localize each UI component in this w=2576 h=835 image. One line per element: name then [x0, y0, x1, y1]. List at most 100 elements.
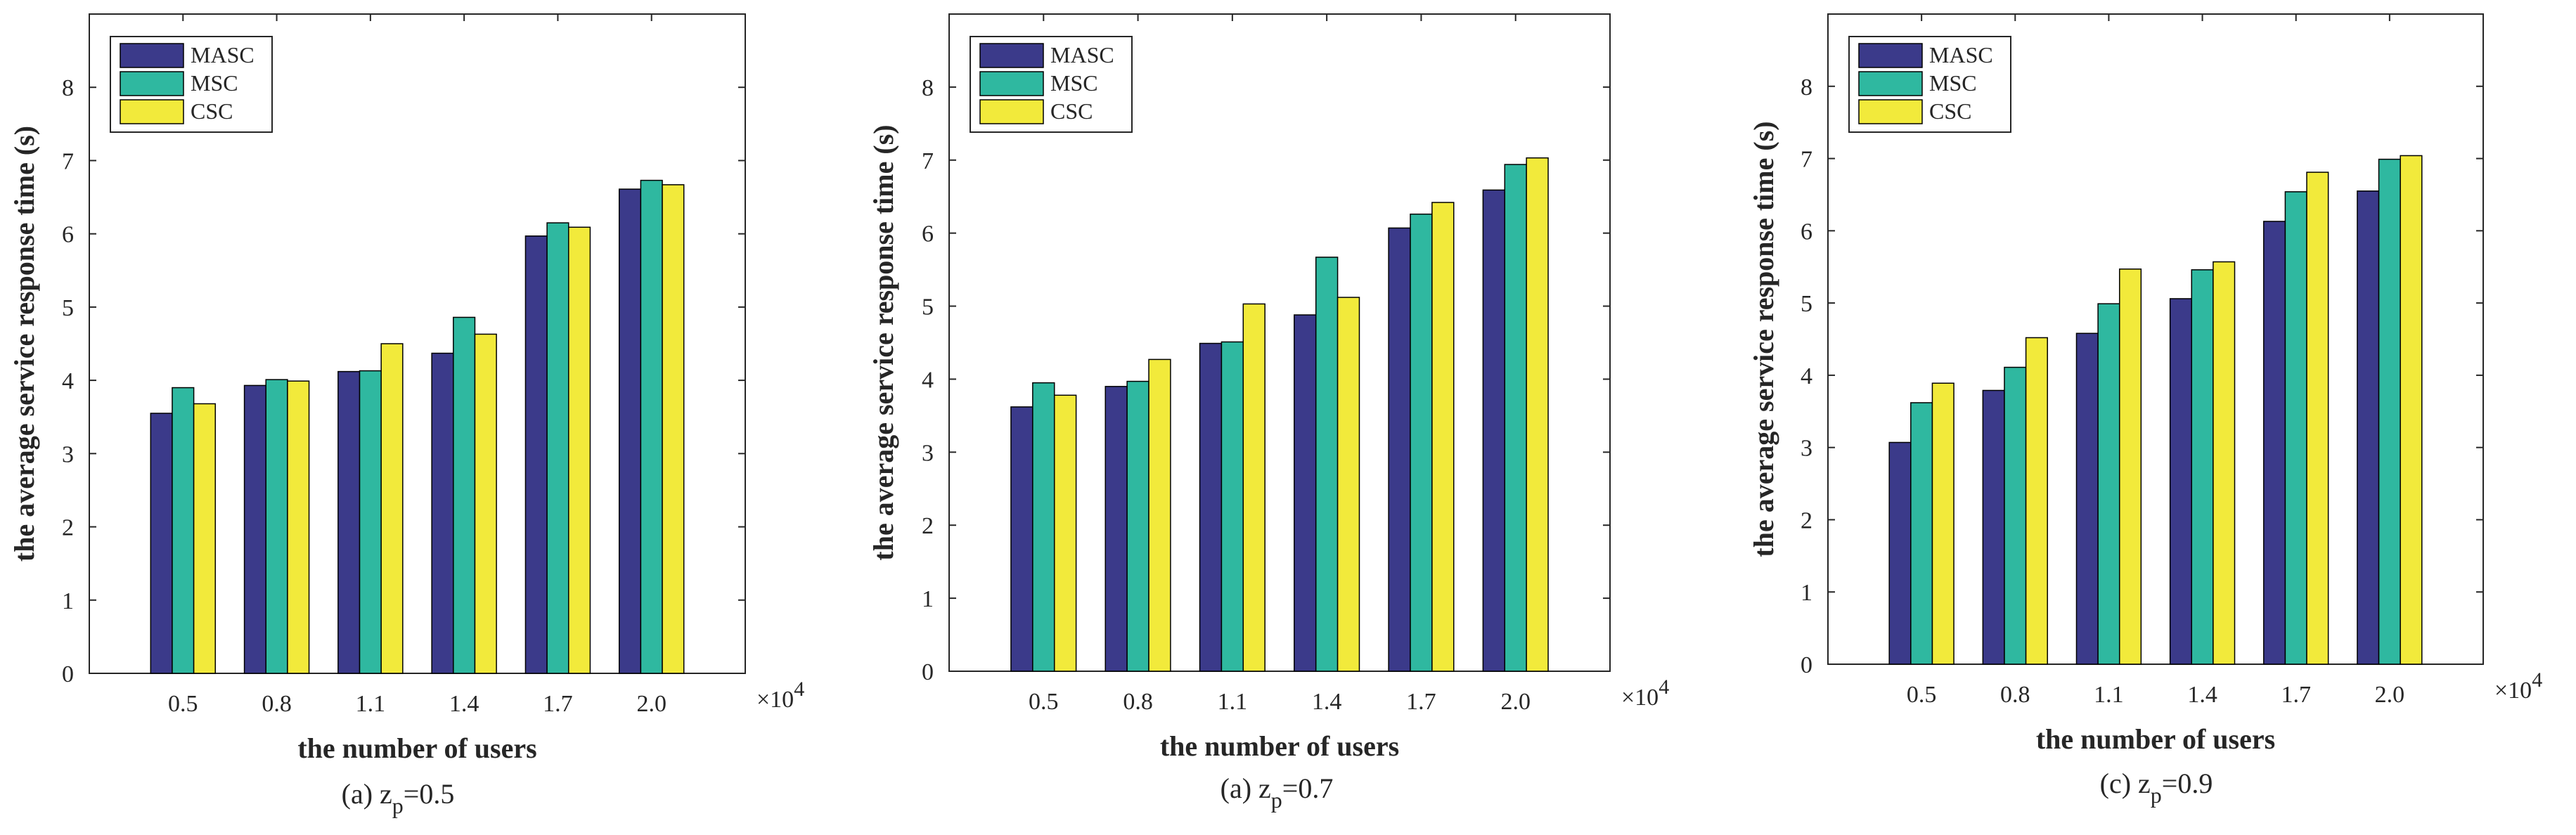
- bar-masc-0.5: [1010, 406, 1033, 672]
- y-axis-title: the average service response time (s): [8, 126, 40, 562]
- legend-swatch-csc: [120, 99, 184, 124]
- plot-area: [89, 13, 746, 674]
- y-tick-label: 8: [1801, 75, 1812, 101]
- bar-csc-1.4: [2213, 261, 2236, 665]
- bar-csc-1.7: [1431, 202, 1455, 672]
- y-tick-label: 5: [922, 294, 934, 321]
- y-tick-label: 2: [922, 513, 934, 539]
- bar-msc-1.4: [1315, 257, 1339, 672]
- bar-msc-0.5: [172, 387, 195, 674]
- bar-csc-2.0: [2400, 155, 2423, 665]
- x-tick-label: 2.0: [636, 691, 666, 717]
- bar-masc-1.4: [1294, 314, 1317, 672]
- bar-csc-2.0: [1526, 157, 1549, 672]
- legend-label-msc: MSC: [1050, 70, 1098, 96]
- bar-masc-0.5: [150, 413, 173, 674]
- bar-masc-2.0: [2357, 190, 2380, 665]
- legend-swatch-msc: [979, 71, 1044, 96]
- panel-caption: (a) zp=0.7: [1221, 772, 1334, 813]
- caption-subscript: p: [2151, 782, 2162, 808]
- bar-csc-1.1: [380, 343, 404, 674]
- bar-msc-1.1: [359, 370, 382, 674]
- bar-csc-0.5: [193, 403, 217, 674]
- bar-csc-1.1: [1242, 303, 1266, 672]
- bar-csc-1.4: [1337, 297, 1360, 672]
- multiplier-exponent: 4: [794, 678, 804, 701]
- caption-subscript: p: [1271, 787, 1282, 813]
- y-tick-label: 4: [922, 367, 934, 393]
- caption-prefix: (c): [2100, 768, 2138, 799]
- panel-caption: (a) zp=0.5: [342, 778, 455, 818]
- legend-label-masc: MASC: [1929, 42, 1993, 67]
- x-tick-label: 1.4: [1312, 689, 1342, 715]
- x-axis-multiplier: ×104: [756, 678, 804, 713]
- x-tick-label: 0.8: [262, 691, 292, 717]
- x-tick-label: 1.1: [356, 691, 386, 717]
- bar-masc-1.1: [2075, 332, 2099, 665]
- plot-area: [1827, 13, 2484, 665]
- legend-swatch-msc: [1858, 71, 1923, 96]
- bar-csc-0.5: [1053, 394, 1077, 672]
- legend-label-csc: CSC: [1929, 98, 1971, 124]
- x-axis-multiplier: ×104: [2494, 668, 2542, 704]
- y-tick-label: 5: [62, 295, 74, 321]
- legend-swatch-masc: [1858, 43, 1923, 68]
- caption-subscript: p: [392, 793, 404, 818]
- y-tick-label: 8: [922, 75, 934, 101]
- legend-label-csc: CSC: [1050, 98, 1093, 124]
- x-axis-multiplier: ×104: [1621, 675, 1669, 711]
- y-tick-label: 1: [62, 588, 74, 614]
- bar-csc-1.1: [2118, 268, 2142, 665]
- y-tick-label: 4: [62, 368, 74, 394]
- multiplier-exponent: 4: [2532, 668, 2542, 692]
- caption-variable: z: [1258, 772, 1271, 804]
- bar-msc-1.4: [453, 316, 476, 674]
- bar-msc-2.0: [640, 179, 663, 674]
- y-tick-label: 7: [62, 148, 74, 174]
- x-tick-label: 1.7: [1406, 689, 1436, 715]
- bar-msc-1.4: [2191, 269, 2214, 665]
- y-tick-label: 0: [1801, 652, 1812, 678]
- bar-masc-1.7: [1388, 227, 1411, 672]
- legend-swatch-csc: [1858, 99, 1923, 124]
- bar-msc-2.0: [2378, 158, 2401, 665]
- bar-msc-0.8: [265, 379, 288, 674]
- bar-msc-0.5: [1910, 402, 1933, 665]
- bar-csc-1.7: [568, 226, 591, 674]
- legend-label-masc: MASC: [191, 42, 255, 67]
- bar-csc-0.8: [287, 380, 310, 674]
- bar-msc-0.5: [1032, 382, 1055, 672]
- y-tick-label: 2: [62, 515, 74, 541]
- x-tick-label: 0.8: [2000, 682, 2030, 708]
- legend-swatch-csc: [979, 99, 1044, 124]
- x-tick-label: 1.1: [1218, 689, 1248, 715]
- y-tick-label: 7: [1801, 147, 1812, 173]
- panel-caption: (c) zp=0.9: [2100, 768, 2213, 808]
- y-tick-label: 1: [1801, 580, 1812, 606]
- caption-variable: z: [2138, 768, 2151, 799]
- y-tick-label: 8: [62, 75, 74, 101]
- bar-masc-0.8: [1982, 389, 2005, 665]
- bar-csc-1.7: [2306, 171, 2329, 665]
- plot-area: [948, 13, 1611, 672]
- x-axis-title: the number of users: [297, 732, 536, 764]
- y-axis-title: the average service response time (s): [868, 124, 899, 560]
- bar-csc-0.5: [1931, 382, 1954, 665]
- bar-msc-1.7: [1410, 213, 1433, 672]
- bar-masc-0.8: [243, 384, 266, 674]
- x-tick-label: 1.1: [2094, 682, 2124, 708]
- y-tick-label: 0: [922, 659, 934, 685]
- y-tick-label: 6: [1801, 219, 1812, 245]
- bar-msc-1.1: [2097, 303, 2120, 665]
- x-tick-label: 2.0: [2375, 682, 2405, 708]
- bar-msc-1.7: [2284, 191, 2307, 665]
- legend-swatch-masc: [120, 43, 184, 68]
- legend-label-masc: MASC: [1050, 42, 1114, 67]
- bar-masc-1.7: [2263, 221, 2286, 665]
- caption-value: =0.5: [404, 778, 455, 810]
- x-tick-label: 0.5: [1029, 689, 1059, 715]
- bar-csc-2.0: [662, 184, 685, 674]
- y-tick-label: 0: [62, 661, 74, 687]
